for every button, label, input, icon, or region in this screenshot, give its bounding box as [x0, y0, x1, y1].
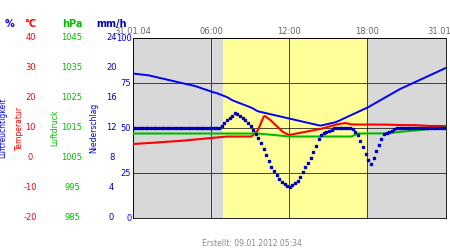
Text: 20: 20 — [25, 93, 36, 102]
Text: Temperatur: Temperatur — [15, 106, 24, 150]
Text: 1035: 1035 — [62, 63, 82, 72]
Text: 8: 8 — [109, 153, 114, 162]
Text: 0: 0 — [28, 153, 33, 162]
Text: 995: 995 — [64, 183, 80, 192]
Text: 1025: 1025 — [62, 93, 82, 102]
Text: 1015: 1015 — [62, 123, 82, 132]
Text: 0: 0 — [109, 213, 114, 222]
Text: Luftdruck: Luftdruck — [50, 109, 59, 146]
Text: 30: 30 — [25, 63, 36, 72]
Text: Luftfeuchtigkeit: Luftfeuchtigkeit — [0, 97, 7, 158]
Text: %: % — [5, 19, 15, 29]
Text: 1005: 1005 — [62, 153, 82, 162]
Bar — [224, 38, 367, 218]
Text: 24: 24 — [106, 33, 117, 42]
Text: Niederschlag: Niederschlag — [89, 102, 98, 152]
Text: 1045: 1045 — [62, 33, 82, 42]
Text: °C: °C — [25, 19, 36, 29]
Text: 40: 40 — [25, 33, 36, 42]
Text: hPa: hPa — [62, 19, 82, 29]
Text: -10: -10 — [24, 183, 37, 192]
Text: 20: 20 — [106, 63, 117, 72]
Text: Erstellt: 09.01.2012 05:34: Erstellt: 09.01.2012 05:34 — [202, 239, 302, 248]
Text: 4: 4 — [109, 183, 114, 192]
Text: -20: -20 — [24, 213, 37, 222]
Text: mm/h: mm/h — [96, 19, 127, 29]
Text: 16: 16 — [106, 93, 117, 102]
Text: 985: 985 — [64, 213, 80, 222]
Text: 10: 10 — [25, 123, 36, 132]
Text: 12: 12 — [106, 123, 117, 132]
